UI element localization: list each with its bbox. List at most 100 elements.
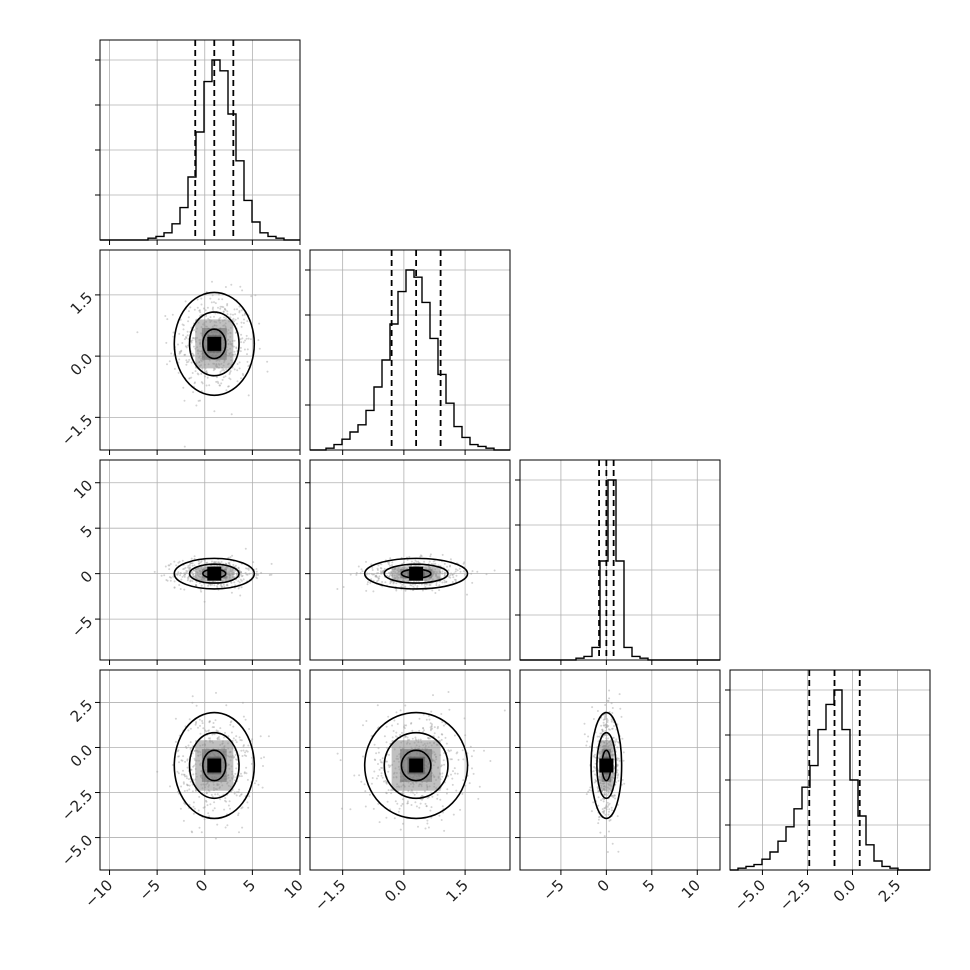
scatter-point bbox=[604, 723, 607, 726]
scatter-point bbox=[380, 567, 383, 570]
scatter-point bbox=[169, 563, 172, 565]
scatter-point bbox=[376, 704, 379, 707]
scatter-point bbox=[189, 747, 192, 750]
scatter-point bbox=[443, 571, 446, 574]
scatter-point bbox=[466, 593, 468, 596]
scatter-point bbox=[616, 774, 619, 777]
scatter-point bbox=[451, 783, 454, 786]
scatter-point bbox=[191, 372, 194, 374]
scatter-point bbox=[216, 585, 219, 588]
scatter-point bbox=[449, 574, 452, 577]
scatter-point bbox=[179, 572, 182, 575]
scatter-point bbox=[390, 580, 393, 583]
scatter-point bbox=[441, 733, 444, 736]
scatter-point bbox=[192, 354, 195, 357]
scatter-point bbox=[391, 561, 394, 564]
scatter-point bbox=[611, 727, 614, 730]
scatter-point bbox=[244, 547, 247, 550]
scatter-point bbox=[177, 561, 180, 564]
scatter-point bbox=[226, 824, 229, 827]
scatter-point bbox=[603, 807, 606, 810]
scatter-point bbox=[197, 373, 200, 376]
scatter-point bbox=[228, 800, 231, 803]
scatter-point bbox=[593, 753, 596, 756]
scatter-point bbox=[585, 744, 588, 747]
scatter-point bbox=[602, 718, 605, 721]
scatter-point bbox=[204, 370, 207, 373]
scatter-point bbox=[609, 818, 612, 821]
scatter-point bbox=[210, 793, 213, 796]
scatter-point bbox=[188, 568, 191, 571]
scatter-point bbox=[179, 351, 182, 354]
scatter-point bbox=[185, 775, 188, 778]
scatter-point bbox=[238, 581, 241, 584]
scatter-point bbox=[621, 737, 624, 740]
scatter-point bbox=[267, 735, 270, 738]
scatter-point bbox=[402, 562, 405, 565]
scatter-point bbox=[598, 735, 601, 738]
scatter-point bbox=[363, 783, 366, 786]
scatter-point bbox=[206, 306, 209, 309]
scatter-point bbox=[182, 334, 185, 337]
scatter-point bbox=[248, 795, 251, 798]
scatter-point bbox=[381, 571, 384, 574]
scatter-point bbox=[187, 344, 190, 347]
scatter-point bbox=[232, 317, 235, 320]
scatter-point bbox=[375, 575, 378, 578]
x-tick-label: −5 bbox=[539, 876, 567, 904]
histogram-panel-3 bbox=[725, 669, 931, 871]
x-tick-label: −5.0 bbox=[731, 876, 769, 914]
scatter-point bbox=[432, 735, 435, 738]
scatter-point bbox=[586, 740, 589, 743]
scatter-point bbox=[212, 580, 215, 583]
scatter-point bbox=[607, 700, 610, 702]
scatter-point bbox=[603, 793, 606, 796]
contour-line bbox=[173, 557, 256, 590]
scatter-point bbox=[372, 807, 375, 810]
scatter-point bbox=[592, 718, 595, 720]
scatter-point bbox=[247, 394, 250, 397]
scatter-point bbox=[445, 580, 448, 583]
scatter-point bbox=[381, 776, 384, 779]
scatter-point bbox=[204, 309, 207, 312]
scatter-point bbox=[166, 363, 168, 366]
scatter-point bbox=[184, 572, 187, 575]
scatter-point bbox=[226, 303, 229, 305]
scatter-point bbox=[217, 293, 220, 296]
scatter-point bbox=[243, 313, 246, 316]
scatter-point bbox=[198, 582, 201, 584]
scatter-point bbox=[198, 718, 201, 721]
scatter-point bbox=[255, 572, 258, 575]
scatter-point bbox=[203, 600, 206, 603]
scatter-point bbox=[471, 570, 474, 573]
scatter-point bbox=[403, 724, 406, 727]
scatter-point bbox=[205, 562, 208, 564]
scatter-point bbox=[415, 805, 418, 808]
scatter-point bbox=[238, 361, 241, 364]
scatter-point bbox=[219, 305, 222, 308]
scatter-point bbox=[160, 574, 163, 577]
scatter-point bbox=[417, 561, 420, 564]
scatter-point bbox=[229, 556, 232, 559]
scatter-point bbox=[612, 736, 615, 739]
scatter-point bbox=[461, 749, 464, 752]
scatter-point bbox=[240, 739, 243, 742]
scatter-point bbox=[583, 722, 586, 725]
scatter-point bbox=[177, 772, 180, 775]
scatter-point bbox=[388, 575, 391, 578]
scatter-point bbox=[596, 710, 599, 712]
scatter-point bbox=[256, 577, 259, 580]
scatter-point bbox=[418, 717, 421, 720]
scatter-point bbox=[238, 310, 241, 312]
scatter-point bbox=[226, 304, 229, 307]
scatter-point bbox=[233, 571, 236, 573]
scatter-point bbox=[471, 767, 473, 770]
scatter-point bbox=[221, 369, 224, 372]
scatter-point bbox=[378, 575, 381, 578]
scatter-point bbox=[236, 308, 238, 311]
scatter-point bbox=[186, 570, 189, 573]
scatter-point bbox=[187, 577, 190, 580]
scatter-point bbox=[238, 788, 241, 791]
scatter-point bbox=[406, 802, 409, 805]
scatter-point bbox=[204, 799, 207, 802]
